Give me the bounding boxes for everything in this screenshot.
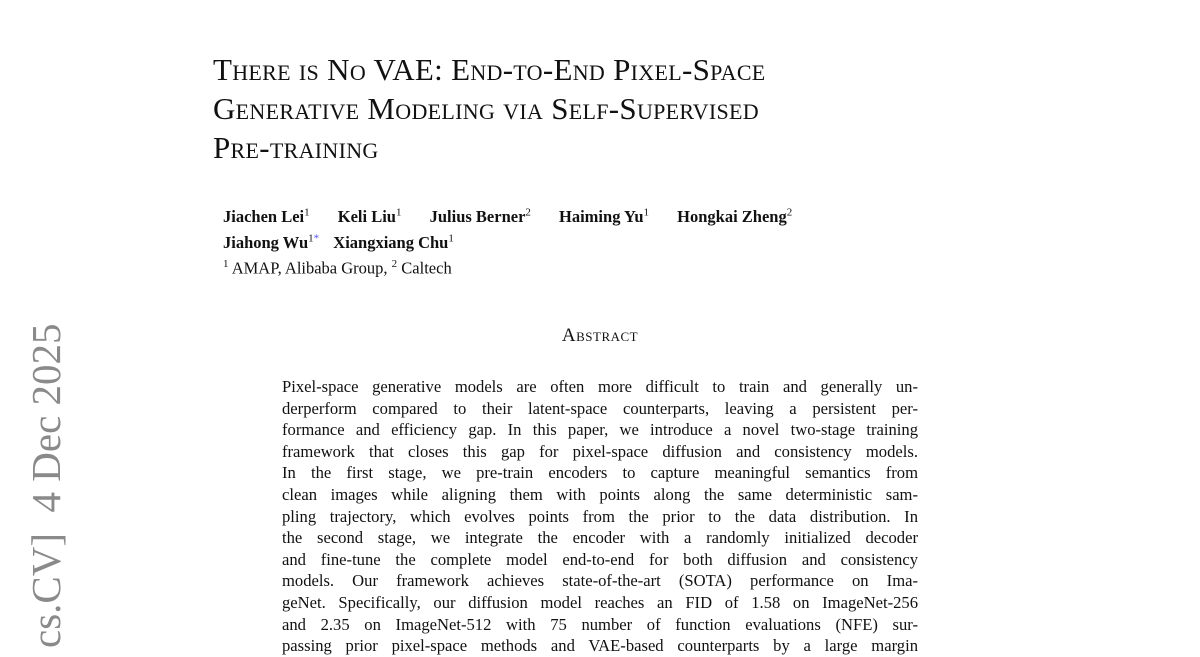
abstract-line: Pixel-space generative models are often … (282, 377, 918, 396)
abstract-line: pling trajectory, which evolves points f… (282, 506, 918, 526)
author: Jiahong Wu1* (223, 232, 320, 253)
author: Jiachen Lei1 (223, 206, 310, 226)
paper-title: There is No VAE: End-to-End Pixel-Space … (213, 50, 766, 167)
abstract-line: In the first stage, we pre-train encoder… (282, 463, 918, 483)
author: Haiming Yu1 (559, 206, 650, 226)
affiliations: 1 AMAP, Alibaba Group, 2 Caltech (223, 258, 452, 278)
abstract-line: models. Our framework achieves state-of-… (282, 571, 918, 591)
abstract-line: clean images while aligning them with po… (282, 484, 918, 504)
author: Xiangxiang Chu1 (333, 232, 454, 253)
abstract-line: and 2.35 on ImageNet-512 with 75 number … (282, 614, 918, 634)
abstract-heading: Abstract (561, 325, 639, 346)
author-block: Jiachen Lei1 Keli Liu1 Julius Berner2 Ha… (223, 201, 816, 279)
author: Julius Berner2 (429, 206, 531, 226)
abstract-body: Pixel-space generative models are often … (282, 376, 918, 657)
corresponding-author-link[interactable]: * (313, 232, 320, 245)
author: Hongkai Zheng2 (677, 206, 793, 226)
abstract-line: formance and efficiency gap. In this pap… (282, 420, 918, 440)
abstract-line: framework that closes this gap for pixel… (282, 441, 918, 461)
author: Keli Liu1 (337, 206, 402, 226)
abstract-line: derperform compared to their latent-spac… (282, 398, 918, 418)
abstract-line: geNet. Specifically, our diffusion model… (282, 592, 918, 612)
title-line: There is No VAE: End-to-End Pixel-Space (213, 52, 766, 87)
abstract-line: passing prior pixel-space methods and VA… (282, 636, 918, 656)
author-line: Jiachen Lei1 Keli Liu1 Julius Berner2 Ha… (223, 201, 816, 228)
arxiv-stamp: cs.CV] 4 Dec 2025 (23, 323, 69, 648)
abstract-line: the second stage, we integrate the encod… (282, 528, 918, 548)
title-line: Pre-training (213, 130, 379, 165)
author-line: Jiahong Wu1* Xiangxiang Chu1 (223, 228, 816, 255)
title-line: Generative Modeling via Self-Supervised (213, 91, 759, 126)
abstract-line: and fine-tune the complete model end-to-… (282, 549, 918, 569)
